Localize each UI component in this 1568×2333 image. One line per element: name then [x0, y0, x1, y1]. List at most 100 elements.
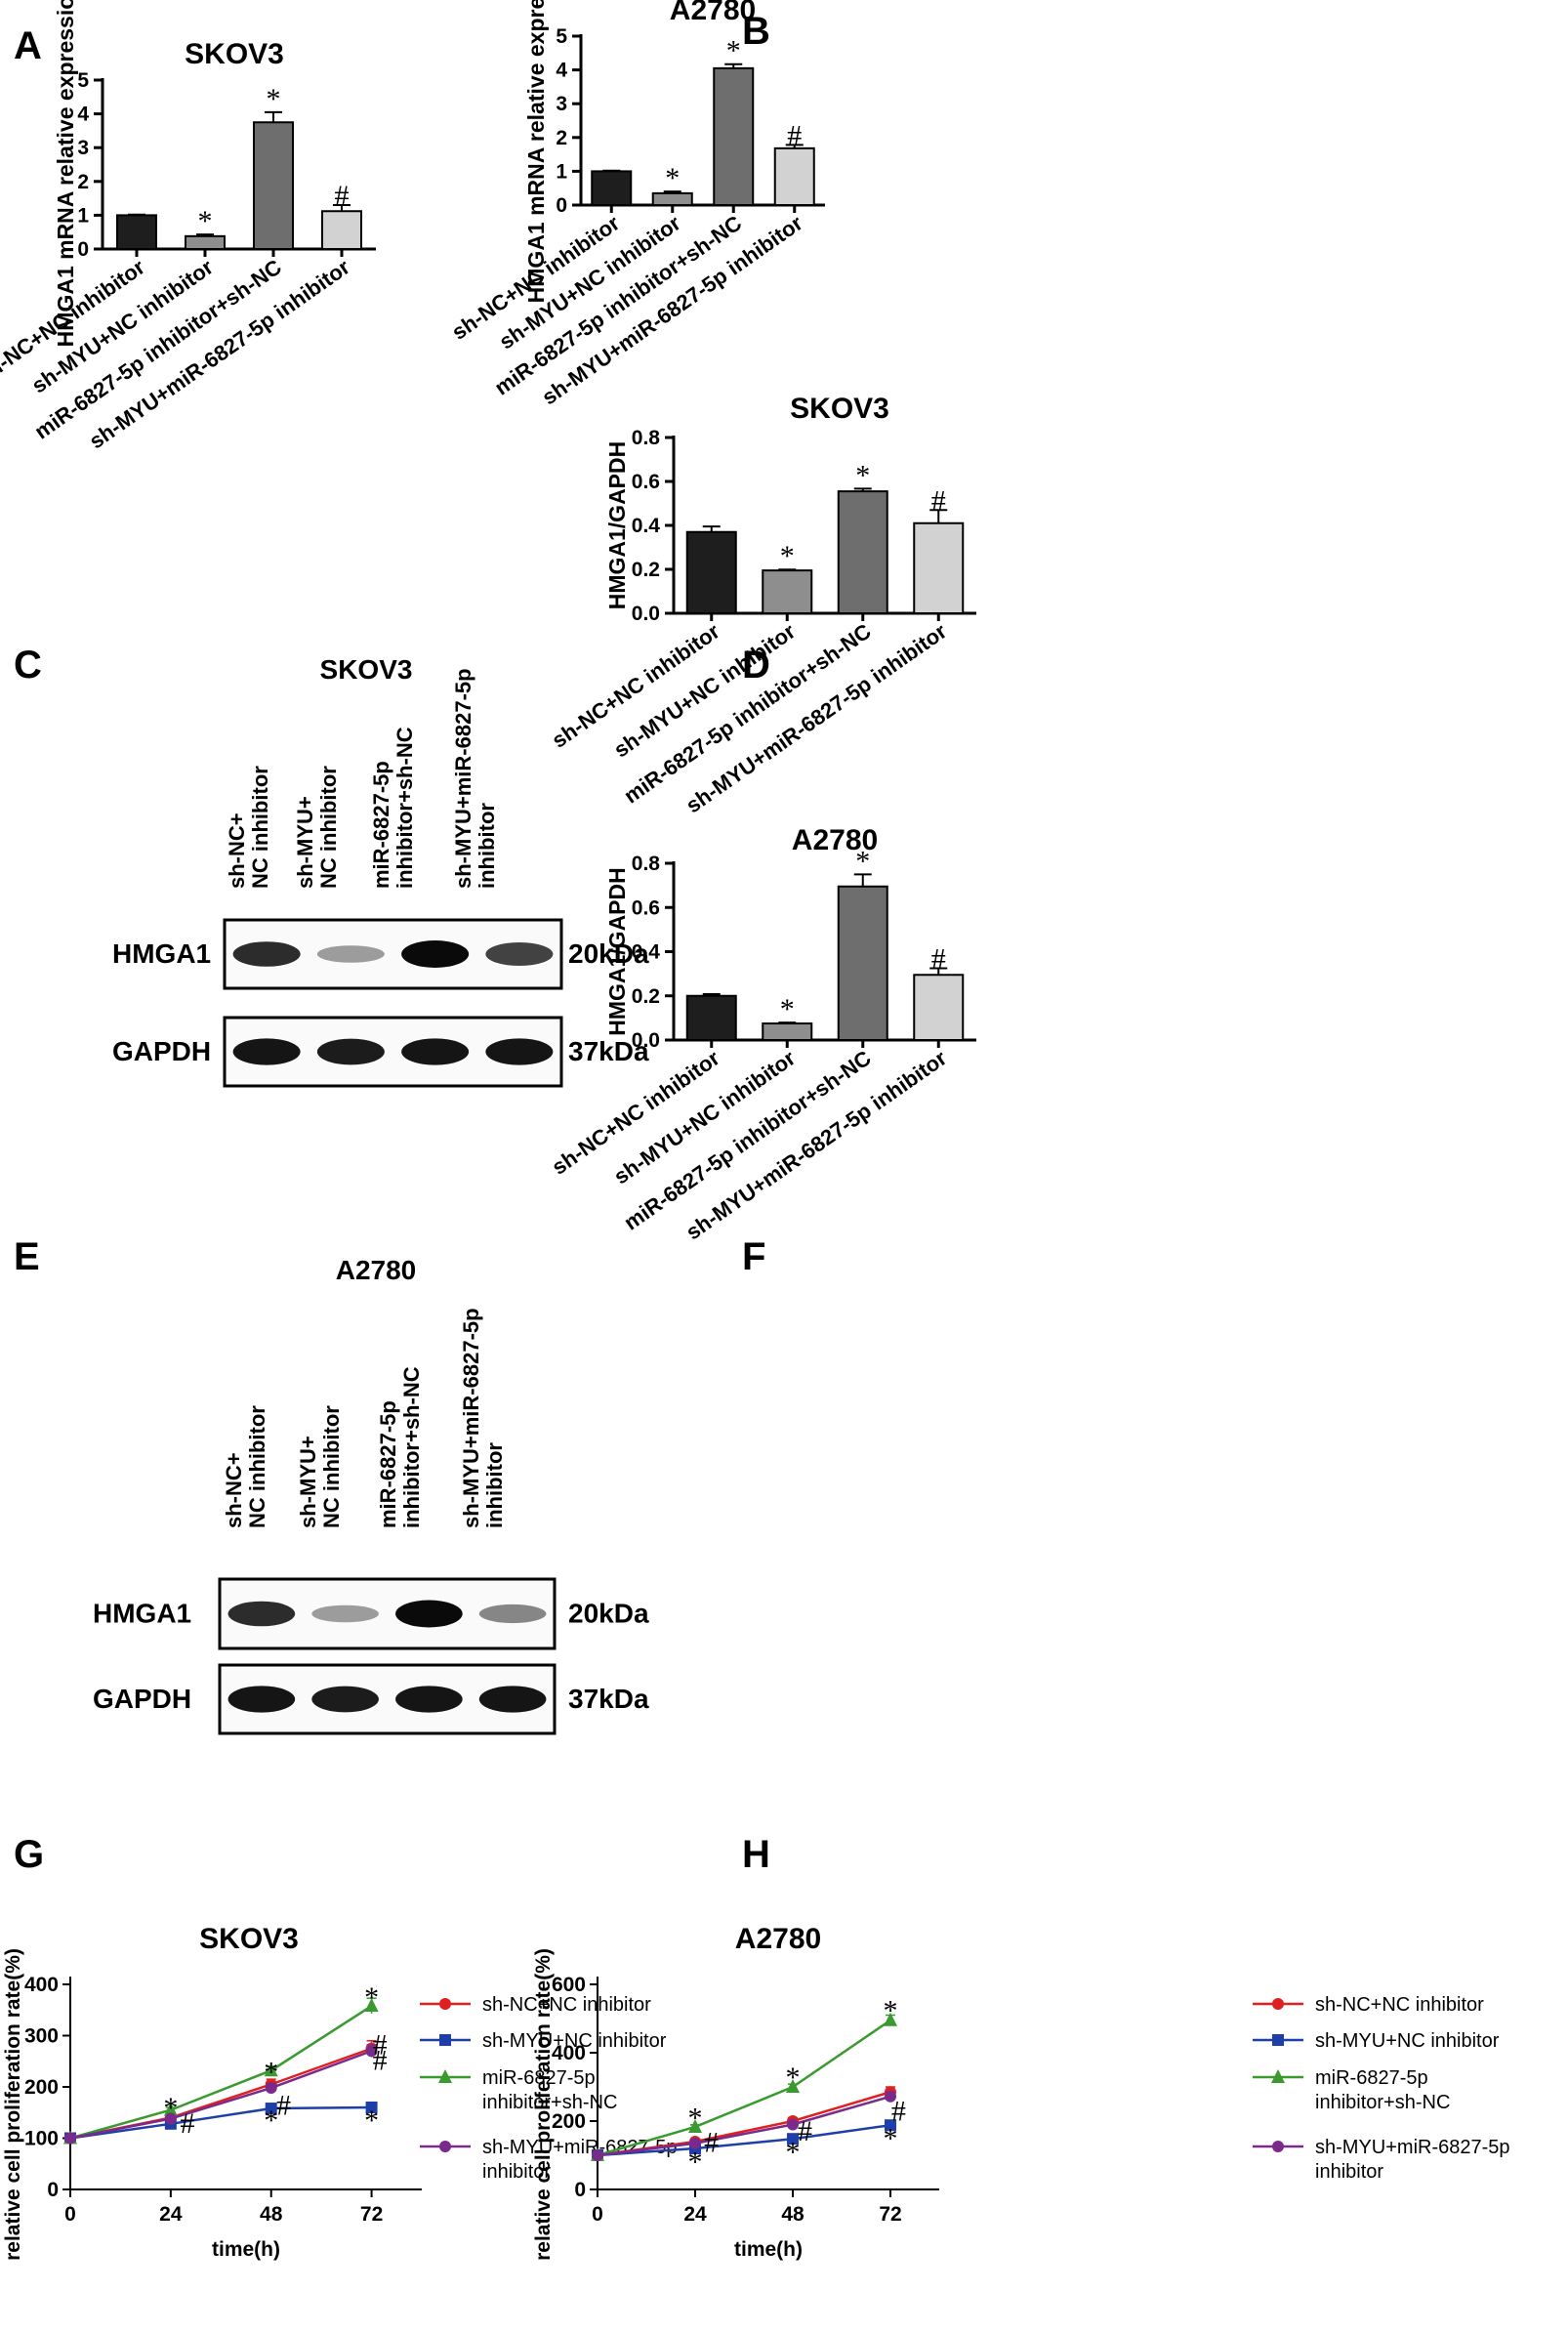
- significance-mark: #: [373, 2028, 388, 2061]
- x-axis-label: time(h): [212, 2238, 280, 2261]
- point-marker: [884, 2012, 897, 2026]
- protein-label: HMGA1: [93, 1599, 191, 1629]
- point-marker: [1271, 2069, 1285, 2083]
- significance-mark: *: [364, 1981, 379, 2014]
- significance-mark: *: [855, 845, 870, 877]
- lane-label: miR-6827-5pinhibitor+sh-NC: [369, 727, 417, 889]
- y-tick-label: 0.2: [632, 985, 660, 1008]
- significance-mark: *: [855, 459, 870, 491]
- y-tick-label: 5: [77, 69, 89, 92]
- significance-mark: *: [884, 1994, 898, 2026]
- significance-mark: *: [267, 83, 281, 115]
- x-tick-label: 0: [592, 2203, 603, 2226]
- bar: [591, 170, 633, 206]
- point-marker: [688, 2118, 702, 2133]
- bar: [321, 210, 362, 250]
- y-tick-label: 0: [574, 2179, 586, 2201]
- y-tick-label: 0.6: [632, 896, 660, 919]
- chart-title: SKOV3: [185, 38, 284, 70]
- blot-band: [395, 1600, 463, 1628]
- molecular-weight-label: 37kDa: [568, 1684, 649, 1714]
- y-tick-label: 0.0: [632, 603, 660, 625]
- point-marker: [786, 2079, 800, 2093]
- lane-label: sh-MYU+NC inhibitor: [293, 766, 341, 889]
- significance-mark: #: [704, 2127, 719, 2159]
- significance-mark: #: [181, 2107, 195, 2140]
- chart-title: SKOV3: [790, 393, 889, 425]
- y-tick-label: 2: [556, 127, 567, 149]
- legend-label: sh-MYU+miR-6827-5p inhibitor: [1315, 2137, 1510, 2183]
- y-tick-label: 600: [552, 1974, 586, 1996]
- lane-label: sh-NC+NC inhibitor: [222, 1405, 269, 1528]
- significance-mark: *: [726, 35, 741, 67]
- bar: [651, 191, 693, 206]
- y-tick-label: 3: [556, 93, 567, 115]
- series-line: [69, 2004, 373, 2140]
- y-tick-label: 400: [24, 1974, 59, 1996]
- series-line: [69, 2105, 372, 2140]
- point-marker: [439, 1998, 451, 2010]
- point-marker: [439, 2141, 451, 2152]
- western-blot-c: SKOV3 sh-NC+NC inhibitor sh-MYU+NC inhibit…: [112, 654, 649, 1088]
- point-marker: [365, 2102, 378, 2113]
- y-tick-label: 5: [556, 25, 567, 48]
- bar: [253, 121, 294, 250]
- point-marker: [787, 2133, 799, 2146]
- point-marker: [264, 2062, 278, 2077]
- point-marker: [265, 2082, 277, 2095]
- bar: [762, 1022, 813, 1041]
- significance-mark: *: [780, 993, 795, 1025]
- legend-label: sh-NC+NC inhibitor: [1315, 1994, 1484, 2016]
- lane-label: sh-MYU+NC inhibitor: [296, 1405, 344, 1528]
- y-tick-label: 200: [552, 2110, 586, 2133]
- bar: [913, 974, 965, 1041]
- point-marker: [885, 2119, 896, 2132]
- y-tick-label: 3: [77, 137, 89, 159]
- significance-mark: #: [373, 2045, 388, 2077]
- significance-mark: *: [163, 2092, 178, 2124]
- blot-band: [485, 1038, 554, 1065]
- point-marker: [365, 2045, 378, 2058]
- point-marker: [592, 2149, 603, 2161]
- significance-mark: #: [276, 2089, 291, 2121]
- legend-label: sh-MYU+NC inhibitor: [1315, 2030, 1500, 2052]
- blot-band: [478, 1686, 547, 1713]
- y-tick-label: 0.4: [632, 941, 661, 964]
- bar: [713, 66, 755, 207]
- bar: [185, 234, 226, 251]
- y-tick-label: 300: [24, 2025, 59, 2048]
- bar: [837, 885, 888, 1041]
- blot-band: [227, 1686, 296, 1713]
- y-axis-label: HMGA1/GAPDH: [604, 867, 630, 1036]
- point-marker: [1272, 1998, 1284, 2010]
- western-blot-e: A2780 sh-NC+NC inhibitor sh-MYU+NC inhibit…: [93, 1255, 649, 1735]
- y-tick-label: 0.8: [632, 853, 661, 875]
- y-axis-label: relative cell proliferation rate(%): [2, 1948, 24, 2261]
- y-tick-label: 200: [24, 2076, 59, 2099]
- molecular-weight-label: 20kDa: [568, 1599, 649, 1629]
- chart-title: A2780: [735, 1923, 821, 1955]
- blot-band: [395, 1686, 463, 1713]
- x-tick-label: 24: [683, 2203, 707, 2226]
- y-tick-label: 0.0: [632, 1029, 660, 1052]
- significance-mark: *: [688, 2146, 703, 2178]
- panel-label-d: D: [742, 644, 770, 687]
- bar: [116, 214, 157, 250]
- y-tick-label: 0: [47, 2179, 59, 2201]
- point-marker: [689, 2137, 701, 2149]
- y-tick-label: 0.8: [632, 427, 661, 449]
- panel-label-a: A: [14, 24, 42, 67]
- blot-band: [485, 942, 554, 966]
- bar-chart-d: SKOV30.00.20.40.60.8HMGA1/GAPDHsh-NC+NC …: [548, 393, 976, 817]
- legend-label: miR-6827-5p inhibitor+sh-NC: [1315, 2067, 1450, 2113]
- bar: [685, 994, 737, 1041]
- lane-label: sh-MYU+miR-6827-5pinhibitor: [459, 1308, 507, 1528]
- significance-mark: #: [931, 942, 946, 975]
- significance-mark: *: [665, 162, 680, 194]
- significance-mark: *: [884, 2123, 898, 2155]
- y-tick-label: 100: [24, 2128, 59, 2150]
- panel-label-e: E: [14, 1235, 40, 1278]
- x-tick-label: 72: [879, 2203, 901, 2226]
- molecular-weight-label: 20kDa: [568, 938, 649, 969]
- lane-label: miR-6827-5pinhibitor+sh-NC: [376, 1366, 424, 1528]
